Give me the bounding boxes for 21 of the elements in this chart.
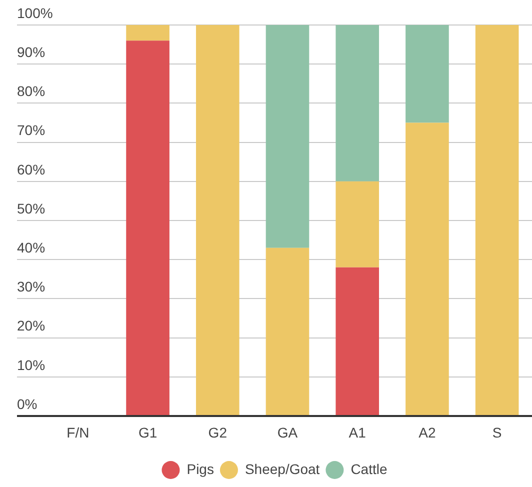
legend-label: Sheep/Goat: [244, 460, 320, 477]
y-tick-label: 20%: [17, 318, 46, 334]
y-tick-label: 90%: [17, 44, 46, 60]
x-tick-label: A2: [418, 424, 436, 440]
x-tick-label: G2: [208, 424, 228, 440]
y-tick-label: 70%: [17, 122, 46, 138]
legend-label: Cattle: [350, 460, 388, 477]
y-tick-label: 30%: [17, 278, 46, 295]
y-tick-label: 50%: [17, 200, 46, 216]
x-tick-label: G1: [138, 424, 158, 440]
x-tick-label: S: [492, 424, 502, 440]
y-tick-label: 10%: [17, 356, 46, 373]
y-tick-label: 40%: [17, 239, 46, 256]
x-tick-label: F/N: [66, 424, 90, 440]
y-tick-label: 100%: [17, 4, 53, 21]
y-tick-label: 60%: [17, 161, 46, 178]
x-tick-label: A1: [348, 424, 366, 440]
y-tick-label: 0%: [17, 396, 38, 412]
legend-label: Pigs: [186, 460, 214, 477]
x-tick-label: GA: [277, 424, 298, 440]
y-tick-label: 80%: [17, 83, 46, 100]
